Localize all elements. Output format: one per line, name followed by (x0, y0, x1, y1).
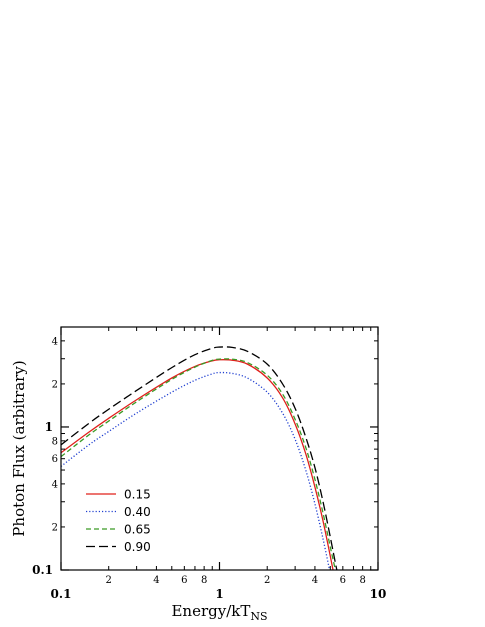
y-tick-label: 1 (45, 420, 53, 434)
x-minor-tick-label: 8 (201, 575, 207, 586)
x-tick-label: 0.1 (51, 587, 72, 601)
legend-label-0.15: 0.15 (124, 488, 151, 502)
y-minor-tick-label: 2 (52, 522, 58, 533)
y-tick-label: 0.1 (32, 563, 53, 577)
legend: 0.15 0.40 0.65 0.90 (86, 488, 151, 554)
series-line-0.40 (61, 371, 331, 570)
y-minor-tick-label: 4 (52, 336, 58, 347)
x-minor-tick-label: 4 (153, 575, 159, 586)
x-minor-tick-label: 8 (359, 575, 365, 586)
x-minor-tick-label: 6 (340, 575, 346, 586)
x-axis-label: Energy/kTNS (171, 602, 267, 623)
x-minor-tick-label: 6 (181, 575, 187, 586)
x-tick-label: 10 (370, 587, 387, 601)
y-minor-tick-label: 8 (52, 436, 58, 447)
y-minor-tick-label: 6 (52, 454, 58, 465)
plot-frame (60, 326, 379, 571)
series-line-0.15 (61, 359, 334, 570)
x-tick-label: 1 (215, 587, 223, 601)
x-minor-tick-label: 2 (106, 575, 112, 586)
series-line-0.65 (61, 358, 337, 570)
series-line-0.90 (61, 346, 338, 570)
legend-label-0.40: 0.40 (124, 505, 151, 519)
y-minor-tick-label: 4 (52, 479, 58, 490)
y-axis-label: Photon Flux (arbitrary) (10, 360, 28, 536)
legend-label-0.65: 0.65 (124, 523, 151, 537)
x-minor-tick-label: 2 (264, 575, 270, 586)
y-minor-tick-label: 2 (52, 379, 58, 390)
x-minor-tick-label: 4 (312, 575, 318, 586)
legend-label-0.90: 0.90 (124, 540, 151, 554)
